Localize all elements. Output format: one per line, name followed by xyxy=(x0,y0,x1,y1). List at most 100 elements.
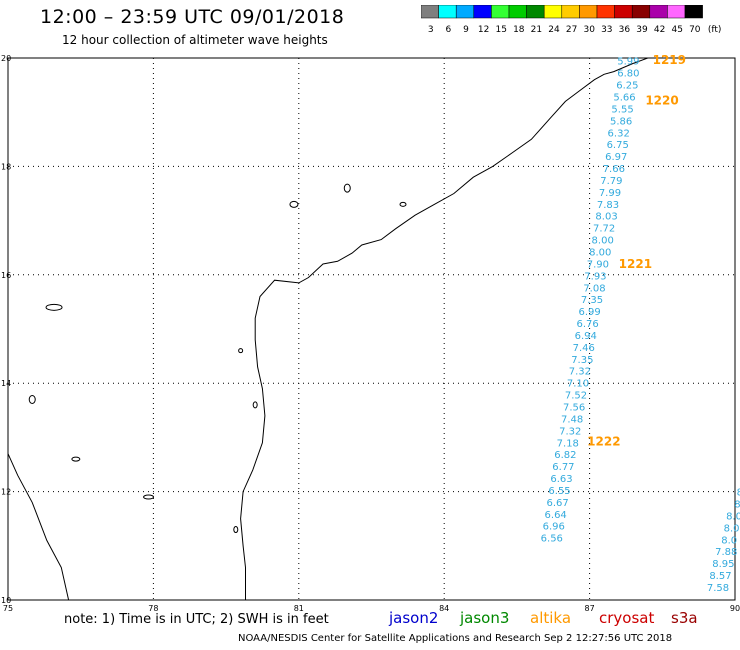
colorbar-label: 33 xyxy=(601,25,612,35)
wave-height-label: 6.77 xyxy=(552,462,574,473)
colorbar-unit: (ft) xyxy=(708,25,722,35)
lat-tick-label: 20 xyxy=(1,54,11,63)
colorbar-label: 9 xyxy=(463,25,469,35)
wave-height-label: 8 xyxy=(734,500,740,511)
colorbar-label: 70 xyxy=(689,25,701,35)
pass-time-label: 1219 xyxy=(653,53,686,67)
island-outline xyxy=(399,201,407,207)
island-outline xyxy=(45,303,63,311)
wave-height-label: 7.46 xyxy=(573,343,595,354)
mission-altika: altika xyxy=(530,609,572,627)
wave-height-label: 6.94 xyxy=(575,331,597,342)
island-outline xyxy=(238,348,244,354)
wave-height-label: 6.25 xyxy=(616,81,638,92)
wave-height-label: 7.88 xyxy=(715,547,737,558)
colorbar-label: 30 xyxy=(583,25,595,35)
lon-tick-label: 75 xyxy=(3,604,13,613)
wave-height-label: 7.32 xyxy=(569,367,591,378)
wave-height-label: 6.97 xyxy=(605,152,627,163)
wave-height-label: 5.55 xyxy=(611,104,633,115)
colorbar-label: 21 xyxy=(531,25,542,35)
island-outline xyxy=(143,494,155,500)
map-title: 12:00 – 23:59 UTC 09/01/2018 xyxy=(40,6,345,28)
colorbar-label: 24 xyxy=(548,25,560,35)
island-outline xyxy=(71,456,81,462)
wave-height-label: 7.08 xyxy=(583,283,605,294)
wave-height-label: 6.99 xyxy=(578,307,600,318)
wave-height-label: 7.66 xyxy=(603,164,625,175)
pass-time-label: 1221 xyxy=(619,257,652,271)
mission-cryosat: cryosat xyxy=(599,609,655,627)
wave-height-label: 8.0 xyxy=(721,535,737,546)
coastline-west xyxy=(7,453,70,601)
island-outline xyxy=(28,394,36,404)
wave-height-label: 7.18 xyxy=(557,438,579,449)
lon-tick-label: 84 xyxy=(439,604,449,613)
wave-height-label: 7.52 xyxy=(565,391,587,402)
wave-height-label: 6.75 xyxy=(607,140,629,151)
lat-tick-label: 16 xyxy=(1,271,11,280)
lon-tick-label: 78 xyxy=(148,604,158,613)
colorbar-label: 15 xyxy=(495,25,506,35)
island-outline xyxy=(233,526,239,534)
wave-height-label: 6.32 xyxy=(608,128,630,139)
lat-tick-label: 14 xyxy=(1,379,11,388)
wave-height-label: 5.99 xyxy=(617,57,639,68)
colorbar-label: 45 xyxy=(671,25,682,35)
wave-height-label: 8.00 xyxy=(592,236,614,247)
wave-height-label: 7.90 xyxy=(587,259,609,270)
wave-height-label: 6.63 xyxy=(550,474,572,485)
colorbar-label: 39 xyxy=(636,25,648,35)
wave-height-label: 8.57 xyxy=(709,571,731,582)
wave-height-label: 7.93 xyxy=(584,271,606,282)
wave-height-label: 5.86 xyxy=(610,116,632,127)
colorbar-label: 18 xyxy=(513,25,525,35)
wave-height-label: 7.56 xyxy=(563,403,585,414)
colorbar-label: 27 xyxy=(566,25,577,35)
wave-height-label: 8 xyxy=(737,488,740,499)
wave-height-label: 7.10 xyxy=(567,379,589,390)
lat-tick-label: 12 xyxy=(1,488,11,497)
colorbar-label: 3 xyxy=(428,25,434,35)
colorbar-swatch xyxy=(684,5,703,19)
colorbar-label: 6 xyxy=(446,25,452,35)
mission-jason2: jason2 xyxy=(389,609,439,627)
wave-height-label: 7.48 xyxy=(561,414,583,425)
island-outline xyxy=(252,401,258,409)
wave-height-label: 8.0 xyxy=(726,511,740,522)
mission-jason3: jason3 xyxy=(460,609,510,627)
wave-height-label: 6.67 xyxy=(546,498,568,509)
colorbar-label: 42 xyxy=(654,25,665,35)
wave-height-label: 6.96 xyxy=(543,522,565,533)
wave-height-label: 8.0 xyxy=(724,523,740,534)
pass-time-label: 1222 xyxy=(587,435,620,449)
island-outline xyxy=(343,183,351,193)
pass-time-label: 1220 xyxy=(645,93,678,107)
island-outline xyxy=(289,200,299,208)
colorbar-label: 36 xyxy=(619,25,631,35)
wave-height-label: 7.35 xyxy=(571,355,593,366)
mission-s3a: s3a xyxy=(671,609,698,627)
wave-height-label: 7.83 xyxy=(597,200,619,211)
footer-credit: NOAA/NESDIS Center for Satellite Applica… xyxy=(238,633,673,644)
wave-height-label: 6.82 xyxy=(554,450,576,461)
coastline xyxy=(240,57,648,600)
wave-height-label: 6.76 xyxy=(577,319,599,330)
wave-height-label: 6.64 xyxy=(545,510,567,521)
wave-height-label: 6.56 xyxy=(541,534,563,545)
wave-height-label: 8.95 xyxy=(712,559,734,570)
wave-height-label: 8.03 xyxy=(595,212,617,223)
wave-height-label: 7.79 xyxy=(600,176,622,187)
wave-height-label: 7.99 xyxy=(599,188,621,199)
wave-height-label: 7.58 xyxy=(707,583,729,594)
footer-note: note: 1) Time is in UTC; 2) SWH is in fe… xyxy=(64,612,329,627)
lat-tick-label: 18 xyxy=(1,162,11,171)
wave-height-label: 7.32 xyxy=(559,426,581,437)
wave-height-label: 6.80 xyxy=(617,69,639,80)
wave-height-label: 7.35 xyxy=(581,295,603,306)
lat-tick-label: 10 xyxy=(1,596,11,605)
wave-height-label: 5.66 xyxy=(613,92,635,103)
wave-height-label: 7.72 xyxy=(593,224,615,235)
lon-tick-label: 90 xyxy=(730,604,740,613)
